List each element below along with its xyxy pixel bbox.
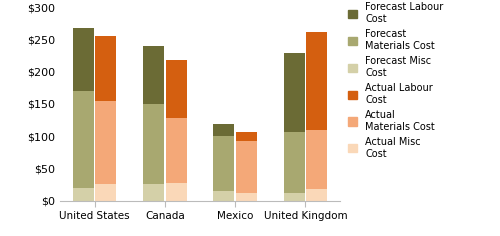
Bar (95, 185, 116, 201)
Bar (284, 132, 305, 193)
Bar (306, 32, 328, 130)
Bar (143, 104, 164, 185)
Bar (306, 130, 328, 189)
Legend: Forecast Labour
Cost, Forecast
Materials Cost, Forecast Misc
Cost, Actual Labour: Forecast Labour Cost, Forecast Materials… (348, 2, 444, 159)
Bar (95, 101, 116, 185)
Bar (214, 136, 234, 191)
Bar (143, 46, 164, 104)
Bar (143, 185, 164, 201)
Bar (72, 188, 94, 201)
Bar (236, 141, 257, 193)
Bar (166, 60, 186, 118)
Bar (306, 189, 328, 201)
Bar (72, 91, 94, 188)
Bar (95, 36, 116, 101)
Bar (284, 193, 305, 201)
Bar (236, 193, 257, 201)
Bar (284, 53, 305, 132)
Bar (214, 124, 234, 136)
Bar (166, 118, 186, 182)
Bar (72, 28, 94, 91)
Bar (214, 191, 234, 201)
Bar (236, 132, 257, 141)
Bar (166, 182, 186, 201)
